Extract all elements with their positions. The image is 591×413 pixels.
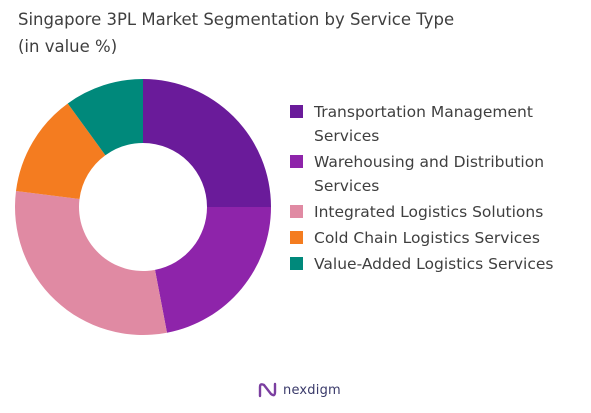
legend-item-2: Warehousing and Distribution Services	[290, 150, 586, 198]
legend-swatch	[290, 231, 303, 244]
legend-label: Cold Chain Logistics Services	[314, 229, 540, 247]
brand-name: nexdigm	[283, 382, 341, 398]
nexdigm-logo-icon	[258, 382, 277, 398]
chart-title-line-1: Singapore 3PL Market Segmentation by Ser…	[18, 10, 455, 29]
legend-swatch	[290, 205, 303, 218]
donut-slice-2	[154, 207, 271, 333]
legend-label: Integrated Logistics Solutions	[314, 203, 544, 221]
donut-slice-3	[14, 190, 167, 335]
donut-chart	[14, 79, 271, 335]
legend-item-1: Transportation Management Services	[290, 100, 586, 148]
donut-slice-5	[67, 79, 143, 156]
brand-footer: nexdigm	[257, 381, 341, 399]
legend-item-4: Cold Chain Logistics Services	[290, 226, 586, 250]
donut-slice-4	[16, 103, 106, 199]
chart-legend: Transportation Management Services Wareho…	[290, 100, 586, 278]
legend-swatch	[290, 257, 303, 270]
donut-slice-1	[143, 79, 271, 207]
legend-swatch	[290, 155, 303, 168]
legend-item-5: Value-Added Logistics Services	[290, 252, 586, 276]
chart-title: Singapore 3PL Market Segmentation by Ser…	[18, 6, 578, 60]
legend-label: Warehousing and Distribution Services	[314, 153, 545, 195]
legend-item-3: Integrated Logistics Solutions	[290, 200, 586, 224]
chart-title-line-2: (in value %)	[18, 37, 118, 56]
legend-swatch	[290, 105, 303, 118]
legend-label: Value-Added Logistics Services	[314, 255, 554, 273]
legend-label: Transportation Management Services	[314, 103, 533, 145]
